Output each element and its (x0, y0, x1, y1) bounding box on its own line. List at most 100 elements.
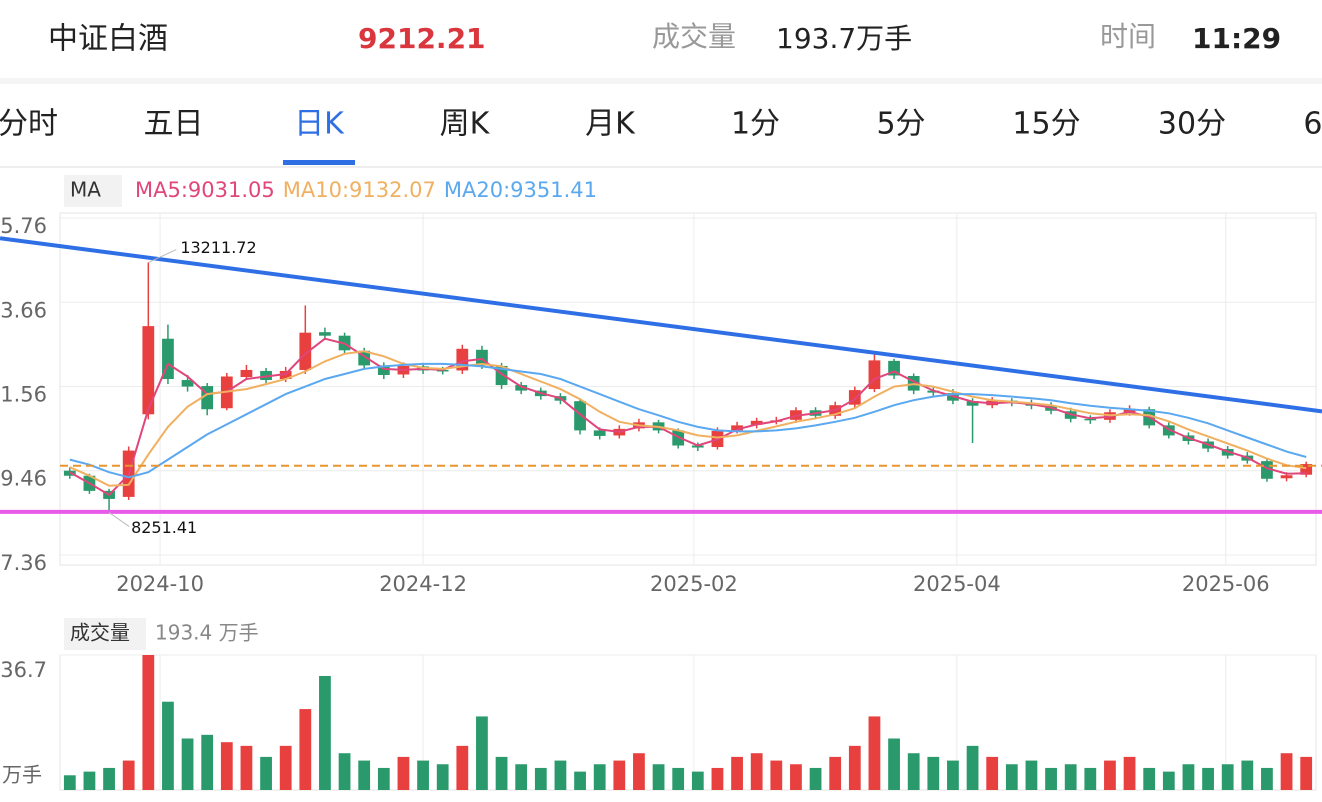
volume-bar (907, 753, 920, 790)
candle-body (476, 349, 488, 366)
volume-bar (1182, 764, 1195, 790)
volume-bar (1123, 756, 1136, 790)
max-leader (148, 249, 177, 264)
tab[interactable]: 周K (440, 107, 491, 142)
candle-body (593, 430, 606, 436)
candle-body (240, 369, 253, 377)
time: 11:29 (1192, 22, 1281, 55)
volume-bar (1202, 767, 1214, 790)
volume-bar (1261, 767, 1273, 790)
price-chart: 7407.36 9079.46 10751.56 12423.66 14095.76 20… (0, 212, 1322, 596)
volume-bar (181, 738, 194, 790)
tab[interactable]: 五日 (144, 107, 204, 142)
volume-badge (64, 618, 146, 650)
ma-title: MA (70, 178, 101, 202)
tab[interactable]: 15分 (1012, 107, 1080, 142)
candle-body (966, 401, 979, 406)
volume-bar (1005, 764, 1018, 790)
volume-bar (83, 771, 96, 790)
volume-bar (377, 767, 390, 790)
y-tick-label: 10751.56 (0, 382, 47, 406)
candle-body (848, 390, 861, 405)
volume-bar (436, 764, 449, 790)
y-tick-label: 14095.76 (0, 214, 47, 238)
volume-bar (770, 760, 783, 790)
candle-body (260, 370, 272, 381)
candle-body (868, 360, 881, 390)
volume-bar (554, 760, 567, 790)
volume-bar (201, 734, 214, 790)
tab[interactable]: 日K (294, 107, 345, 142)
volume-bar (417, 760, 429, 790)
volume-bar (888, 738, 900, 790)
volume-bar (848, 745, 861, 790)
volume-unit: 万手 (2, 763, 42, 787)
volume-bar (986, 756, 999, 790)
volume: 193.7万手 (776, 22, 912, 55)
y-tick-label: 36.7 (0, 658, 47, 682)
candle-body (319, 332, 331, 336)
volume-bar (1162, 771, 1175, 790)
candle-body (1280, 475, 1293, 479)
trend-line (0, 236, 1322, 414)
volume-chart: 36.7 万手 (0, 654, 1317, 791)
volume-bar (1280, 753, 1293, 790)
candle-body (299, 332, 312, 370)
volume-bar (240, 745, 253, 790)
volume-bar (966, 745, 979, 790)
volume-bar (613, 760, 626, 790)
y-tick-label: 7407.36 (0, 551, 47, 575)
volume-bar (495, 756, 508, 790)
volume-bar (319, 675, 331, 790)
volume-bar (868, 716, 881, 790)
legend: MA5:9031.05 MA10:9132.07 MA20:9351.41 (135, 178, 597, 202)
time-label: 时间 (1100, 20, 1156, 53)
separator (0, 78, 1322, 84)
volume-bar (927, 756, 940, 790)
volume-bar (829, 756, 842, 790)
ma-line (69, 337, 1307, 497)
legend-entry: MA5:9031.05 (135, 178, 275, 202)
volume-bar (515, 764, 528, 790)
legend-entry: MA10:9132.07 (283, 178, 436, 202)
tab[interactable]: 月K (585, 107, 636, 142)
candle-body (201, 386, 214, 410)
x-tick-label: 2025-04 (913, 572, 1001, 596)
volume-title: 成交量 (70, 621, 130, 645)
volume-bar (63, 775, 76, 790)
volume-bar (162, 701, 174, 790)
candle-body (1261, 461, 1273, 479)
tab[interactable]: 30分 (1158, 107, 1226, 142)
volume-bar (1143, 767, 1156, 790)
y-tick-label: 12423.66 (0, 298, 47, 322)
volume-bar (103, 767, 115, 790)
volume-bar (672, 767, 685, 790)
tab[interactable]: 5分 (876, 107, 925, 142)
volume-label: 成交量 (652, 20, 736, 53)
x-tick-label: 2025-06 (1182, 572, 1270, 596)
tab[interactable]: 分时 (0, 107, 58, 142)
volume-bar (1025, 760, 1038, 790)
volume-bar (574, 771, 586, 790)
tab[interactable]: 60分 (1303, 107, 1322, 142)
volume-bar (142, 655, 155, 790)
ma-badge (64, 175, 122, 207)
volume-bar (1241, 760, 1254, 790)
volume-bar (122, 760, 135, 790)
candle-body (456, 348, 469, 371)
tab[interactable]: 1分 (731, 107, 780, 142)
volume-bar (476, 716, 488, 790)
candle-body (574, 401, 586, 431)
candle-body (181, 380, 194, 387)
candle-body (515, 385, 528, 391)
min-label: 8251.41 (131, 518, 197, 537)
y-tick-label: 9079.46 (0, 467, 47, 491)
ma-line (69, 350, 1307, 487)
volume-bar (260, 756, 272, 790)
plot-border (59, 212, 1317, 566)
volume-bar (456, 745, 469, 790)
volume-bar (338, 753, 351, 790)
volume-bar (279, 745, 292, 790)
candle-body (1123, 408, 1136, 413)
